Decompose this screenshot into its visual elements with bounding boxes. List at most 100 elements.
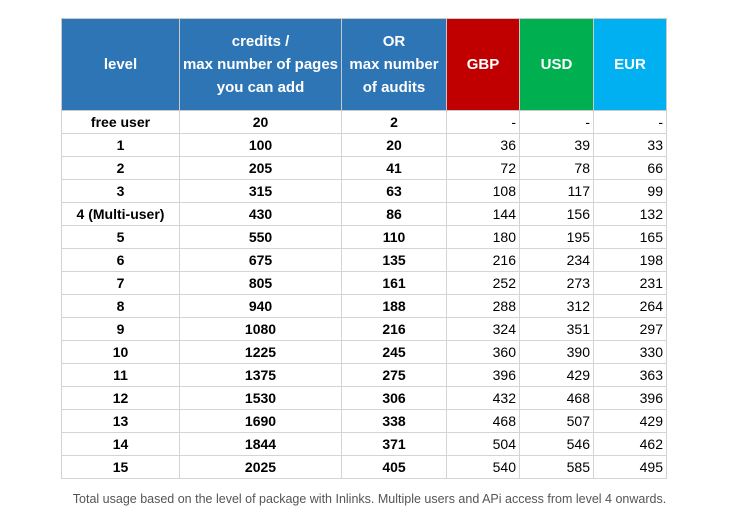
level-cell: 4 (Multi-user) bbox=[61, 202, 180, 226]
table-row: 15 2025 405 540 585 495 bbox=[61, 455, 667, 479]
table-row: 9 1080 216 324 351 297 bbox=[61, 317, 667, 341]
header-row: level credits / max number of pages you … bbox=[61, 18, 667, 111]
credits-cell: 675 bbox=[179, 248, 342, 272]
level-cell: 7 bbox=[61, 271, 180, 295]
credits-cell: 2025 bbox=[179, 455, 342, 479]
header-line: USD bbox=[540, 56, 573, 73]
table-caption: Total usage based on the level of packag… bbox=[72, 492, 667, 506]
usd-price-cell: 273 bbox=[519, 271, 594, 295]
table-row: 11 1375 275 396 429 363 bbox=[61, 363, 667, 387]
gbp-price-cell: 324 bbox=[446, 317, 520, 341]
gbp-price-cell: 360 bbox=[446, 340, 520, 364]
credits-cell: 205 bbox=[179, 156, 342, 180]
gbp-price-cell: 396 bbox=[446, 363, 520, 387]
level-cell: 1 bbox=[61, 133, 180, 157]
audits-cell: 2 bbox=[341, 110, 447, 134]
eur-price-cell: 396 bbox=[593, 386, 667, 410]
audits-cell: 63 bbox=[341, 179, 447, 203]
usd-price-cell: 39 bbox=[519, 133, 594, 157]
gbp-price-cell: 108 bbox=[446, 179, 520, 203]
eur-price-cell: - bbox=[593, 110, 667, 134]
gbp-price-cell: 216 bbox=[446, 248, 520, 272]
header-line: GBP bbox=[466, 56, 500, 73]
header-line: credits / bbox=[231, 33, 290, 50]
level-cell: 14 bbox=[61, 432, 180, 456]
level-cell: 6 bbox=[61, 248, 180, 272]
header-credits: credits / max number of pages you can ad… bbox=[179, 18, 342, 111]
usd-price-cell: 390 bbox=[519, 340, 594, 364]
audits-cell: 245 bbox=[341, 340, 447, 364]
eur-price-cell: 495 bbox=[593, 455, 667, 479]
audits-cell: 275 bbox=[341, 363, 447, 387]
header-line: EUR bbox=[614, 56, 646, 73]
header-line: OR bbox=[382, 33, 406, 50]
table-row: 12 1530 306 432 468 396 bbox=[61, 386, 667, 410]
audits-cell: 20 bbox=[341, 133, 447, 157]
eur-price-cell: 66 bbox=[593, 156, 667, 180]
credits-cell: 1375 bbox=[179, 363, 342, 387]
table-row: 6 675 135 216 234 198 bbox=[61, 248, 667, 272]
audits-cell: 161 bbox=[341, 271, 447, 295]
table-row: free user 20 2- - - bbox=[61, 110, 667, 134]
usd-price-cell: 351 bbox=[519, 317, 594, 341]
header-eur: EUR bbox=[593, 18, 667, 111]
credits-cell: 1844 bbox=[179, 432, 342, 456]
audits-cell: 86 bbox=[341, 202, 447, 226]
usd-price-cell: 429 bbox=[519, 363, 594, 387]
level-cell: 3 bbox=[61, 179, 180, 203]
header-line: max number of pages bbox=[182, 56, 339, 73]
level-cell: 13 bbox=[61, 409, 180, 433]
table-row: 3 315 63 108 117 99 bbox=[61, 179, 667, 203]
eur-price-cell: 231 bbox=[593, 271, 667, 295]
audits-cell: 338 bbox=[341, 409, 447, 433]
usd-price-cell: 468 bbox=[519, 386, 594, 410]
level-cell: free user bbox=[61, 110, 180, 134]
eur-price-cell: 33 bbox=[593, 133, 667, 157]
level-cell: 11 bbox=[61, 363, 180, 387]
credits-cell: 1530 bbox=[179, 386, 342, 410]
eur-price-cell: 330 bbox=[593, 340, 667, 364]
credits-cell: 805 bbox=[179, 271, 342, 295]
table-row: 2 205 41 72 78 66 bbox=[61, 156, 667, 180]
audits-cell: 306 bbox=[341, 386, 447, 410]
usd-price-cell: 312 bbox=[519, 294, 594, 318]
gbp-price-cell: - bbox=[446, 110, 520, 134]
eur-price-cell: 264 bbox=[593, 294, 667, 318]
credits-cell: 430 bbox=[179, 202, 342, 226]
gbp-price-cell: 252 bbox=[446, 271, 520, 295]
gbp-price-cell: 144 bbox=[446, 202, 520, 226]
credits-cell: 940 bbox=[179, 294, 342, 318]
header-audits: OR max number of audits bbox=[341, 18, 447, 111]
eur-price-cell: 462 bbox=[593, 432, 667, 456]
audits-cell: 135 bbox=[341, 248, 447, 272]
usd-price-cell: 117 bbox=[519, 179, 594, 203]
usd-price-cell: 195 bbox=[519, 225, 594, 249]
level-cell: 5 bbox=[61, 225, 180, 249]
credits-cell: 1080 bbox=[179, 317, 342, 341]
audits-cell: 405 bbox=[341, 455, 447, 479]
level-cell: 9 bbox=[61, 317, 180, 341]
credits-cell: 20 bbox=[179, 110, 342, 134]
table-row: 4 (Multi-user) 430 86 144 156 132 bbox=[61, 202, 667, 226]
table-row: 7 805 161 252 273 231 bbox=[61, 271, 667, 295]
level-cell: 10 bbox=[61, 340, 180, 364]
table-row: 10 1225 245 360 390 330 bbox=[61, 340, 667, 364]
audits-cell: 110 bbox=[341, 225, 447, 249]
header-usd: USD bbox=[519, 18, 594, 111]
level-cell: 2 bbox=[61, 156, 180, 180]
gbp-price-cell: 504 bbox=[446, 432, 520, 456]
table-row: 8 940 188 288 312 264 bbox=[61, 294, 667, 318]
audits-cell: 188 bbox=[341, 294, 447, 318]
gbp-price-cell: 36 bbox=[446, 133, 520, 157]
gbp-price-cell: 432 bbox=[446, 386, 520, 410]
header-level: level bbox=[61, 18, 180, 111]
gbp-price-cell: 180 bbox=[446, 225, 520, 249]
audits-cell: 216 bbox=[341, 317, 447, 341]
eur-price-cell: 198 bbox=[593, 248, 667, 272]
header-line: max number bbox=[349, 56, 439, 73]
usd-price-cell: 234 bbox=[519, 248, 594, 272]
eur-price-cell: 363 bbox=[593, 363, 667, 387]
eur-price-cell: 132 bbox=[593, 202, 667, 226]
usd-price-cell: - bbox=[519, 110, 594, 134]
usd-price-cell: 507 bbox=[519, 409, 594, 433]
